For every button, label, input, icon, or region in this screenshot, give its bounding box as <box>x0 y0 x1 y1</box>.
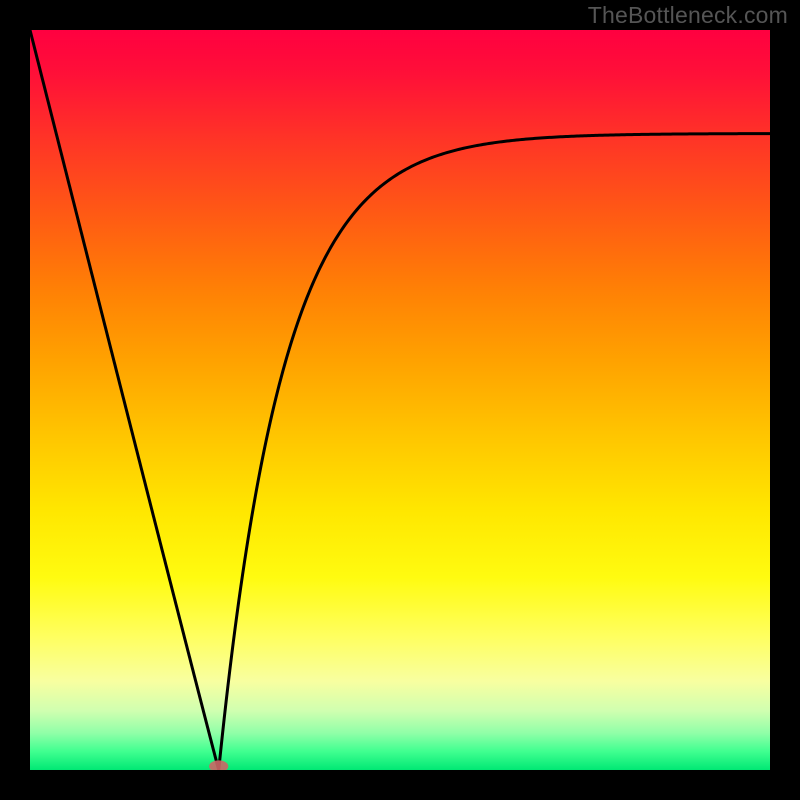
plot-area <box>30 30 770 770</box>
watermark-label: TheBottleneck.com <box>588 2 788 29</box>
gradient-background <box>30 30 770 770</box>
bottleneck-chart <box>30 30 770 770</box>
chart-container: TheBottleneck.com <box>0 0 800 800</box>
